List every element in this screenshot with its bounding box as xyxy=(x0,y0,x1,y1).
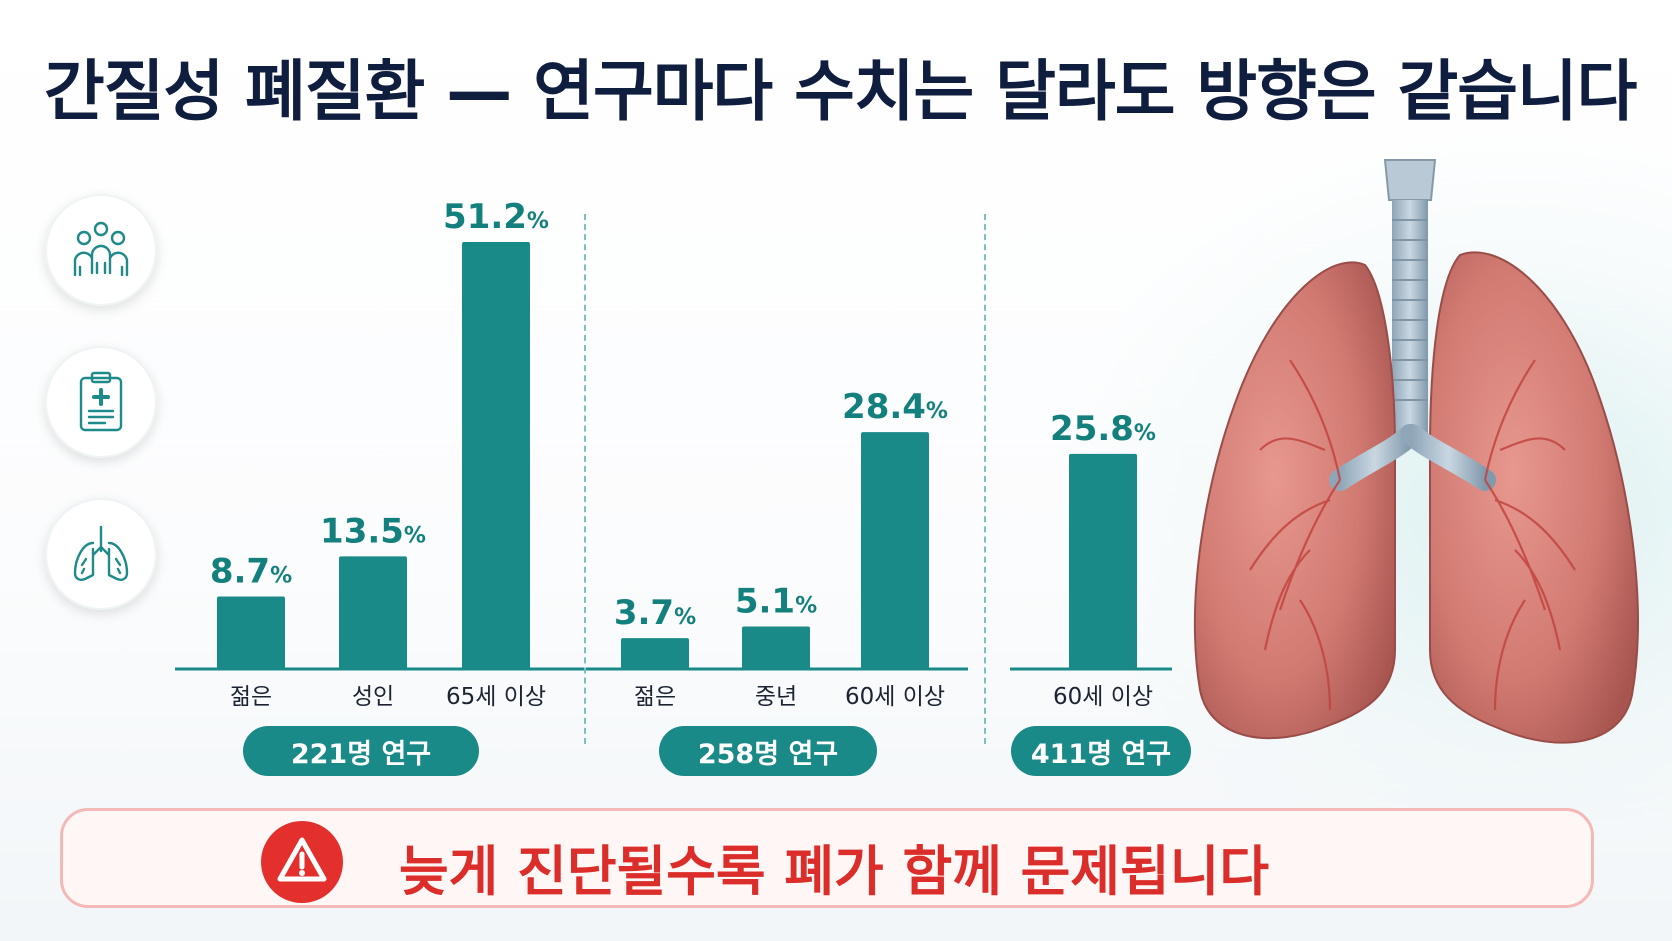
lungs-illustration xyxy=(1180,150,1650,770)
value-unit: % xyxy=(270,563,292,588)
study-badge-258: 258명 연구 xyxy=(659,726,877,776)
value-number: 51.2 xyxy=(443,197,527,237)
warning-icon xyxy=(261,821,343,903)
chart-divider-1 xyxy=(584,214,586,744)
chart-2-value-label-0: 25.8% xyxy=(1050,409,1156,449)
chart-0-value-label-1: 13.5% xyxy=(320,511,426,551)
value-unit: % xyxy=(926,399,948,424)
chart-0-bar-0 xyxy=(217,596,285,669)
chart-1-category-label-2: 60세 이상 xyxy=(845,684,945,710)
clipboard-medical-icon xyxy=(45,346,157,458)
study-badge-411: 411명 연구 xyxy=(1011,726,1191,776)
lungs-icon xyxy=(45,498,157,610)
warning-banner: 늦게 진단될수록 폐가 함께 문제됩니다 xyxy=(60,808,1594,908)
value-number: 5.1 xyxy=(735,581,795,621)
chart-0-category-label-1: 성인 xyxy=(352,684,394,710)
chart-1-bar-2 xyxy=(861,432,929,669)
value-number: 3.7 xyxy=(614,593,674,633)
value-unit: % xyxy=(674,605,696,630)
page-title: 간질성 폐질환 — 연구마다 수치는 달라도 방향은 같습니다 xyxy=(44,53,1637,130)
chart-divider-2 xyxy=(984,214,986,744)
people-group-icon xyxy=(45,194,157,306)
value-unit: % xyxy=(795,593,817,618)
chart-1-category-label-0: 젊은 xyxy=(634,684,676,710)
chart-0-bar-1 xyxy=(339,556,407,669)
chart-2-category-label-0: 60세 이상 xyxy=(1053,684,1153,710)
value-number: 25.8 xyxy=(1050,409,1134,449)
chart-0-value-label-0: 8.7% xyxy=(210,551,292,591)
value-number: 13.5 xyxy=(320,511,404,551)
value-unit: % xyxy=(527,209,549,234)
chart-1-bar-0 xyxy=(621,638,689,669)
chart-1-value-label-1: 5.1% xyxy=(735,581,817,621)
chart-1-category-label-1: 중년 xyxy=(755,684,797,710)
chart-0-category-label-0: 젊은 xyxy=(230,684,272,710)
chart-1-bar-1 xyxy=(742,626,810,669)
chart-0-category-label-2: 65세 이상 xyxy=(446,684,546,710)
value-unit: % xyxy=(404,523,426,548)
chart-1-value-label-0: 3.7% xyxy=(614,593,696,633)
value-number: 8.7 xyxy=(210,551,270,591)
value-number: 28.4 xyxy=(842,387,926,427)
chart-1-value-label-2: 28.4% xyxy=(842,387,948,427)
warning-text: 늦게 진단될수록 폐가 함께 문제됩니다 xyxy=(399,840,1270,903)
chart-0-bar-2 xyxy=(462,242,530,669)
chart-2-bar-0 xyxy=(1069,453,1137,669)
chart-0-value-label-2: 51.2% xyxy=(443,197,549,237)
study-badge-221: 221명 연구 xyxy=(243,726,479,776)
value-unit: % xyxy=(1134,421,1156,446)
